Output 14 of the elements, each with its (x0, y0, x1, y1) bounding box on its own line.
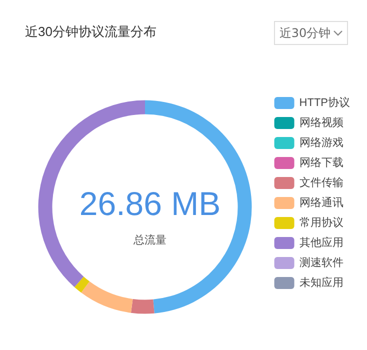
legend-label: HTTP协议 (299, 96, 350, 109)
legend-label: 其他应用 (299, 236, 344, 249)
legend-label: 常用协议 (299, 216, 344, 229)
legend-label: 测速软件 (299, 256, 344, 269)
text: 26.86 MB (79, 185, 221, 222)
legend-label: 网络下载 (299, 156, 344, 169)
chart-title: 近30分钟协议流量分布 (25, 24, 156, 39)
legend-label: 网络通讯 (299, 196, 344, 209)
text: 总流量 (132, 234, 166, 246)
legend-label: 未知应用 (299, 276, 344, 289)
legend-label: 网络视频 (299, 116, 344, 129)
time-range-dropdown: 近30分钟 (274, 21, 348, 45)
legend-label: 文件传输 (299, 176, 344, 189)
legend-label: 网络游戏 (299, 136, 344, 149)
